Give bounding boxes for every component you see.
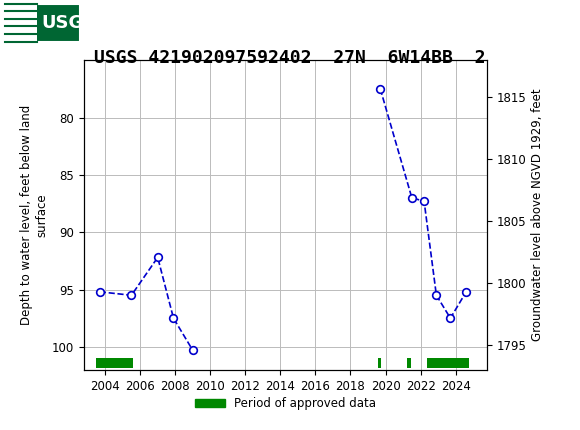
Bar (96, 358, 133, 368)
Bar (427, 358, 469, 368)
Y-axis label: Groundwater level above NGVD 1929, feet: Groundwater level above NGVD 1929, feet (531, 89, 544, 341)
Bar (5, 3, 37, 42)
FancyBboxPatch shape (5, 3, 80, 42)
Legend: Period of approved data: Period of approved data (190, 393, 381, 415)
Y-axis label: Depth to water level, feet below land
surface: Depth to water level, feet below land su… (20, 105, 48, 325)
Bar (378, 358, 380, 368)
Bar (408, 358, 411, 368)
Text: USGS 421902097592402  27N  6W14BB  2: USGS 421902097592402 27N 6W14BB 2 (94, 49, 486, 67)
Text: USGS: USGS (42, 14, 97, 31)
